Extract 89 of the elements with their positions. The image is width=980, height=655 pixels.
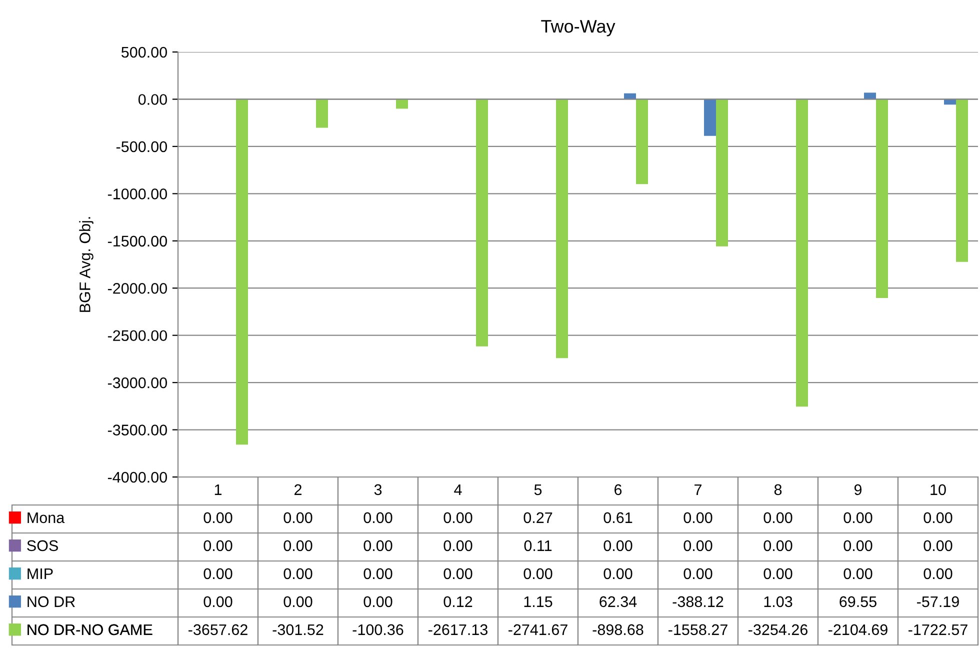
data-label: 62.34 <box>600 596 637 608</box>
data-label: 0.00 <box>924 512 952 524</box>
data-label: 69.55 <box>840 596 876 608</box>
bar <box>716 99 728 246</box>
data-label: -2741.67 <box>508 624 568 636</box>
bar <box>476 99 488 346</box>
data-label: -3254.26 <box>748 624 808 636</box>
data-label: 0.11 <box>524 540 552 552</box>
data-label: 0.00 <box>604 568 632 580</box>
chart-title: Two-Way <box>541 20 616 36</box>
x-tick-label: 2 <box>294 484 302 495</box>
x-tick-label: 7 <box>694 484 702 495</box>
data-label: 0.00 <box>604 540 632 552</box>
y-tick-label: -1000.00 <box>108 188 167 200</box>
bar <box>316 99 328 128</box>
data-label: -2617.13 <box>428 624 488 636</box>
bar <box>796 99 808 407</box>
y-tick-label: -1500.00 <box>108 236 167 247</box>
bar <box>704 99 716 136</box>
data-label: -898.68 <box>592 624 644 636</box>
data-label: 0.12 <box>444 596 472 608</box>
data-label: 0.00 <box>204 512 232 524</box>
y-tick-label: 500.00 <box>121 46 167 58</box>
y-tick-label: -3000.00 <box>108 377 167 388</box>
data-label: 0.00 <box>844 540 872 552</box>
bar <box>396 99 408 109</box>
data-label: 1.15 <box>524 596 552 608</box>
data-label: -388.12 <box>672 596 724 608</box>
data-label: 0.00 <box>204 596 232 608</box>
data-label: -3657.62 <box>188 624 248 636</box>
bar <box>636 99 648 184</box>
bar <box>556 99 568 358</box>
data-label: 0.00 <box>524 568 552 580</box>
y-tick-label: 0.00 <box>138 94 167 105</box>
data-label: 0.00 <box>284 568 312 580</box>
x-tick-label: 8 <box>774 484 782 496</box>
data-label: 0.00 <box>204 540 232 552</box>
legend-label: MIP <box>28 568 53 579</box>
data-label: -301.52 <box>272 624 324 636</box>
y-tick-label: -500.00 <box>116 141 167 152</box>
data-label: 0.00 <box>684 540 712 552</box>
x-tick-label: 6 <box>614 484 622 496</box>
data-label: 1.03 <box>764 596 792 608</box>
bar <box>236 99 248 445</box>
data-label: 0.00 <box>764 540 792 552</box>
x-tick-label: 4 <box>454 484 462 495</box>
data-label: -100.36 <box>352 624 404 636</box>
legend-label: SOS <box>27 540 58 552</box>
data-label: 0.00 <box>364 568 392 580</box>
x-tick-label: 5 <box>534 484 542 496</box>
data-label: -1722.57 <box>908 624 968 636</box>
data-label: 0.00 <box>764 512 792 524</box>
y-tick-label: -3500.00 <box>108 424 167 436</box>
y-tick-label: -2500.00 <box>108 330 167 342</box>
data-label: 0.00 <box>364 596 392 608</box>
y-tick-label: -2000.00 <box>108 282 167 294</box>
legend-label: NO DR-NO GAME <box>28 624 152 636</box>
data-label: 0.00 <box>284 512 312 524</box>
data-label: 0.00 <box>284 596 312 608</box>
data-label: 0.00 <box>444 568 472 580</box>
bar <box>876 99 888 298</box>
data-label: 0.00 <box>684 568 712 580</box>
x-tick-label: 10 <box>930 484 946 496</box>
data-label: 0.00 <box>444 540 472 552</box>
data-label: 0.00 <box>364 512 392 524</box>
legend-label: Mona <box>28 512 65 524</box>
data-label: 0.00 <box>924 568 952 580</box>
data-label: -57.19 <box>917 596 959 608</box>
data-label: 0.00 <box>844 512 872 524</box>
bar <box>864 92 876 100</box>
y-tick-label: -4000.00 <box>108 472 167 483</box>
x-tick-label: 9 <box>854 484 862 496</box>
data-label: 0.00 <box>364 540 392 552</box>
data-label: 0.00 <box>444 512 472 524</box>
data-label: -2104.69 <box>828 624 888 636</box>
data-label: 0.00 <box>204 568 232 580</box>
y-axis-title: BGF Avg. Obj. <box>79 217 94 312</box>
bar <box>956 99 968 262</box>
data-label: 0.00 <box>684 512 712 524</box>
data-label: 0.00 <box>844 568 872 580</box>
x-tick-label: 3 <box>374 484 382 496</box>
data-label: 0.00 <box>924 540 952 552</box>
x-tick-label: 1 <box>214 484 222 495</box>
data-label: 0.00 <box>764 568 792 580</box>
data-label: 0.00 <box>284 540 312 552</box>
data-label: 0.27 <box>524 512 552 524</box>
data-label: -1558.27 <box>668 624 728 636</box>
legend-label: NO DR <box>28 596 75 608</box>
data-label: 0.61 <box>604 512 632 524</box>
